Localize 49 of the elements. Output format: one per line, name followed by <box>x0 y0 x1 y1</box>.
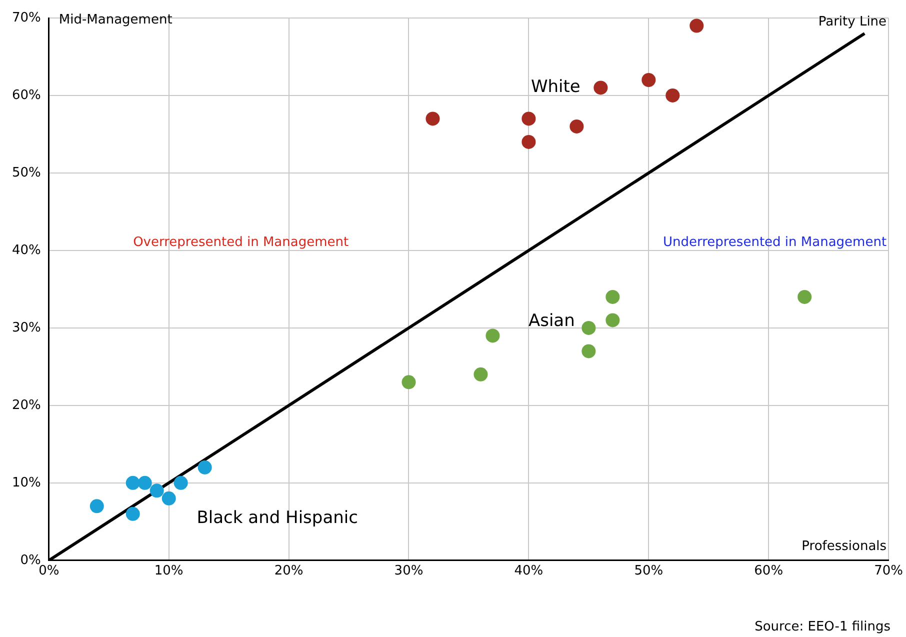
point <box>582 320 596 335</box>
point <box>402 375 416 390</box>
point <box>126 476 140 490</box>
point <box>522 134 536 149</box>
y-axis-title: Mid-Management <box>58 12 172 28</box>
point <box>606 313 620 328</box>
series-label: Parity Line <box>818 14 887 30</box>
point <box>90 499 104 514</box>
point <box>606 290 620 304</box>
y-tick-label: 10% <box>12 475 41 490</box>
y-tick-label: 40% <box>12 242 41 258</box>
y-tick-label: 60% <box>12 88 41 103</box>
y-tick-label: 70% <box>12 10 41 26</box>
point <box>150 484 164 498</box>
annotation: Underrepresented in Management <box>662 235 887 250</box>
point <box>594 80 608 95</box>
point <box>798 290 812 304</box>
series-label: White <box>530 76 580 97</box>
point <box>138 476 152 490</box>
point <box>426 112 440 126</box>
y-tick-label: 50% <box>12 165 41 180</box>
point <box>570 119 584 134</box>
x-tick-label: 40% <box>514 564 544 579</box>
point <box>666 88 680 102</box>
x-tick-label: 20% <box>274 564 304 579</box>
x-tick-label: 50% <box>634 564 664 579</box>
point <box>474 367 488 382</box>
point <box>690 18 704 33</box>
point <box>486 328 500 343</box>
x-tick-label: 30% <box>394 564 424 579</box>
y-tick-label: 0% <box>20 552 41 568</box>
point <box>198 460 212 474</box>
annotation: Overrepresented in Management <box>133 235 349 250</box>
series-label: Black and Hispanic <box>196 508 358 528</box>
point <box>522 112 536 126</box>
x-tick-label: 10% <box>154 564 184 579</box>
point <box>642 72 656 87</box>
x-tick-label: 70% <box>874 564 904 579</box>
source-note: Source: EEO-1 filings <box>754 619 891 634</box>
y-tick-label: 30% <box>12 320 41 336</box>
x-axis-title: Professionals <box>802 538 887 554</box>
series-label: Asian <box>528 311 575 332</box>
point <box>126 506 140 521</box>
y-tick-label: 20% <box>12 398 41 413</box>
point <box>174 476 188 490</box>
point <box>582 344 596 358</box>
x-tick-label: 0% <box>38 564 60 579</box>
point <box>162 491 176 506</box>
x-tick-label: 60% <box>754 564 784 579</box>
